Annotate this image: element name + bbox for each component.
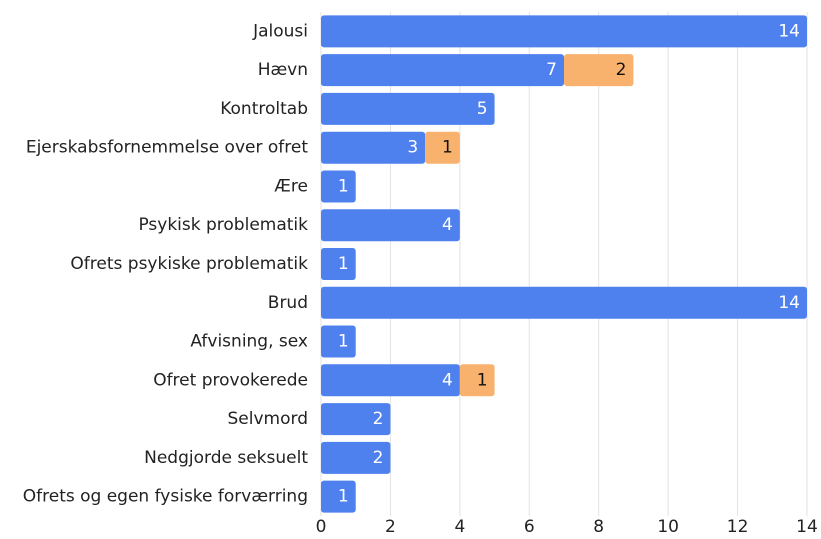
y-tick-label: Selvmord bbox=[228, 409, 308, 429]
value-label: 4 bbox=[442, 370, 453, 390]
bar-segment bbox=[425, 131, 460, 164]
x-tick-label: 8 bbox=[593, 517, 604, 537]
bar-segment bbox=[321, 325, 356, 358]
value-label: 1 bbox=[338, 254, 349, 274]
value-label: 3 bbox=[407, 138, 418, 158]
y-tick-label: Afvisning, sex bbox=[190, 332, 308, 352]
value-label: 14 bbox=[778, 21, 800, 41]
value-label: 2 bbox=[373, 409, 384, 429]
value-label: 1 bbox=[442, 138, 453, 158]
y-tick-label: Ofrets psykiske problematik bbox=[70, 254, 308, 274]
bar-segment bbox=[321, 248, 356, 280]
bar-segment bbox=[321, 403, 391, 436]
value-label: 1 bbox=[477, 370, 488, 390]
y-tick-label: Kontroltab bbox=[220, 99, 308, 119]
value-label: 1 bbox=[338, 487, 349, 507]
value-label: 1 bbox=[338, 332, 349, 352]
value-label: 2 bbox=[616, 60, 627, 80]
y-tick-label: Nedgjorde seksuelt bbox=[144, 448, 308, 468]
x-tick-label: 10 bbox=[657, 517, 679, 537]
y-tick-label: Ofrets og egen fysiske forværring bbox=[23, 487, 308, 507]
y-tick-label: Jalousi bbox=[252, 21, 308, 41]
bar-segment bbox=[321, 441, 391, 474]
bar-segment bbox=[321, 480, 356, 513]
x-tick-label: 2 bbox=[385, 517, 396, 537]
bar-segment bbox=[321, 364, 460, 397]
bar-segment bbox=[321, 286, 807, 319]
bar-segment bbox=[564, 54, 634, 87]
y-tick-label: Brud bbox=[268, 293, 308, 313]
bar-segment bbox=[321, 54, 564, 87]
bar-segment bbox=[321, 92, 495, 125]
x-tick-label: 6 bbox=[524, 517, 535, 537]
bar-segment bbox=[459, 364, 495, 397]
bar-segment bbox=[321, 170, 356, 203]
y-tick-label: Psykisk problematik bbox=[138, 215, 308, 235]
value-label: 2 bbox=[373, 448, 384, 468]
x-tick-label: 0 bbox=[316, 517, 327, 537]
value-label: 4 bbox=[442, 215, 453, 235]
x-tick-label: 14 bbox=[796, 517, 818, 537]
y-tick-label: Ære bbox=[274, 176, 308, 196]
y-tick-label: Ejerskabsfornemmelse over ofret bbox=[26, 138, 308, 158]
value-label: 5 bbox=[477, 99, 488, 119]
bar-segment bbox=[321, 209, 460, 242]
value-label: 1 bbox=[338, 176, 349, 196]
x-tick-label: 4 bbox=[454, 517, 465, 537]
bar-segment bbox=[321, 15, 807, 48]
value-label: 7 bbox=[546, 60, 557, 80]
x-tick-label: 12 bbox=[727, 517, 749, 537]
y-tick-label: Hævn bbox=[258, 60, 308, 80]
bar-segment bbox=[321, 131, 426, 164]
value-label: 14 bbox=[778, 293, 800, 313]
y-tick-label: Ofret provokerede bbox=[153, 370, 308, 390]
